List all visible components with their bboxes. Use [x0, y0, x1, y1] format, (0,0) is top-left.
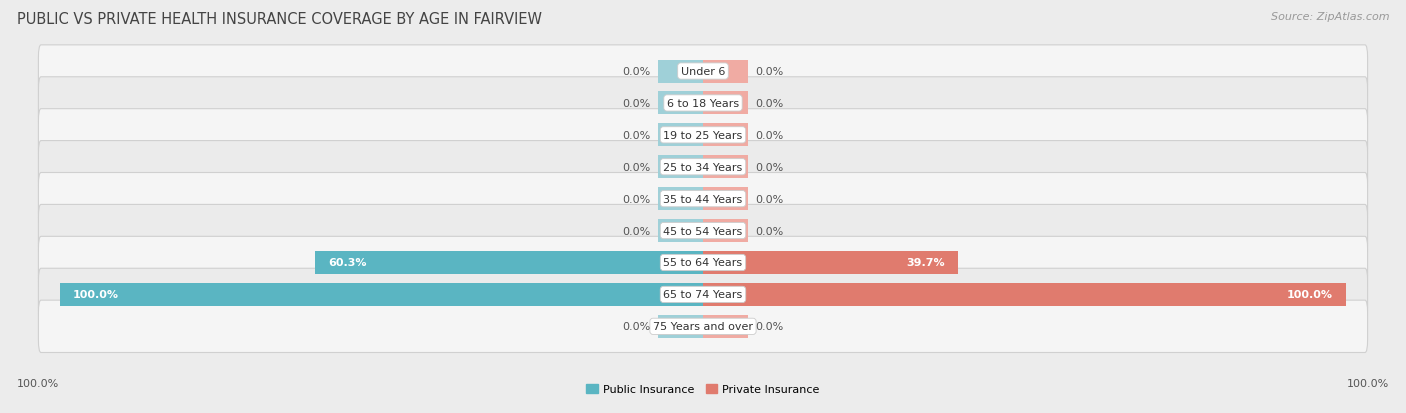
FancyBboxPatch shape: [38, 173, 1368, 225]
FancyBboxPatch shape: [38, 268, 1368, 321]
Text: 0.0%: 0.0%: [755, 99, 785, 109]
Bar: [703, 283, 1346, 306]
Bar: [703, 252, 957, 274]
Text: 0.0%: 0.0%: [621, 194, 651, 204]
Bar: [315, 252, 703, 274]
Text: 0.0%: 0.0%: [755, 194, 785, 204]
Text: Under 6: Under 6: [681, 67, 725, 77]
FancyBboxPatch shape: [38, 300, 1368, 353]
Bar: [703, 315, 748, 338]
Text: 0.0%: 0.0%: [621, 162, 651, 172]
Text: 0.0%: 0.0%: [621, 131, 651, 140]
Text: 60.3%: 60.3%: [328, 258, 367, 268]
Text: 35 to 44 Years: 35 to 44 Years: [664, 194, 742, 204]
Text: 25 to 34 Years: 25 to 34 Years: [664, 162, 742, 172]
FancyBboxPatch shape: [38, 205, 1368, 257]
Text: 0.0%: 0.0%: [621, 99, 651, 109]
Text: 0.0%: 0.0%: [755, 67, 785, 77]
Text: PUBLIC VS PRIVATE HEALTH INSURANCE COVERAGE BY AGE IN FAIRVIEW: PUBLIC VS PRIVATE HEALTH INSURANCE COVER…: [17, 12, 541, 27]
Text: 0.0%: 0.0%: [621, 67, 651, 77]
Text: 19 to 25 Years: 19 to 25 Years: [664, 131, 742, 140]
FancyBboxPatch shape: [38, 109, 1368, 161]
Bar: [658, 124, 703, 147]
Text: 0.0%: 0.0%: [755, 131, 785, 140]
FancyBboxPatch shape: [38, 237, 1368, 289]
Bar: [658, 220, 703, 242]
Text: 100.0%: 100.0%: [1286, 290, 1333, 300]
Text: 0.0%: 0.0%: [621, 322, 651, 332]
Bar: [703, 92, 748, 115]
Bar: [658, 60, 703, 83]
Text: 75 Years and over: 75 Years and over: [652, 322, 754, 332]
Bar: [703, 124, 748, 147]
Text: 100.0%: 100.0%: [17, 378, 59, 388]
Text: Source: ZipAtlas.com: Source: ZipAtlas.com: [1271, 12, 1389, 22]
Text: 0.0%: 0.0%: [755, 226, 785, 236]
Text: 39.7%: 39.7%: [907, 258, 945, 268]
Text: 45 to 54 Years: 45 to 54 Years: [664, 226, 742, 236]
Text: 100.0%: 100.0%: [1347, 378, 1389, 388]
Text: 65 to 74 Years: 65 to 74 Years: [664, 290, 742, 300]
Bar: [658, 156, 703, 179]
Text: 55 to 64 Years: 55 to 64 Years: [664, 258, 742, 268]
Legend: Public Insurance, Private Insurance: Public Insurance, Private Insurance: [582, 379, 824, 399]
Bar: [703, 156, 748, 179]
Text: 0.0%: 0.0%: [755, 162, 785, 172]
FancyBboxPatch shape: [38, 46, 1368, 98]
Bar: [703, 60, 748, 83]
Text: 0.0%: 0.0%: [621, 226, 651, 236]
Bar: [703, 188, 748, 211]
Text: 0.0%: 0.0%: [755, 322, 785, 332]
FancyBboxPatch shape: [38, 78, 1368, 130]
FancyBboxPatch shape: [38, 141, 1368, 193]
Bar: [703, 220, 748, 242]
Bar: [658, 188, 703, 211]
Text: 6 to 18 Years: 6 to 18 Years: [666, 99, 740, 109]
Bar: [658, 315, 703, 338]
Text: 100.0%: 100.0%: [73, 290, 120, 300]
Bar: [60, 283, 703, 306]
Bar: [658, 92, 703, 115]
